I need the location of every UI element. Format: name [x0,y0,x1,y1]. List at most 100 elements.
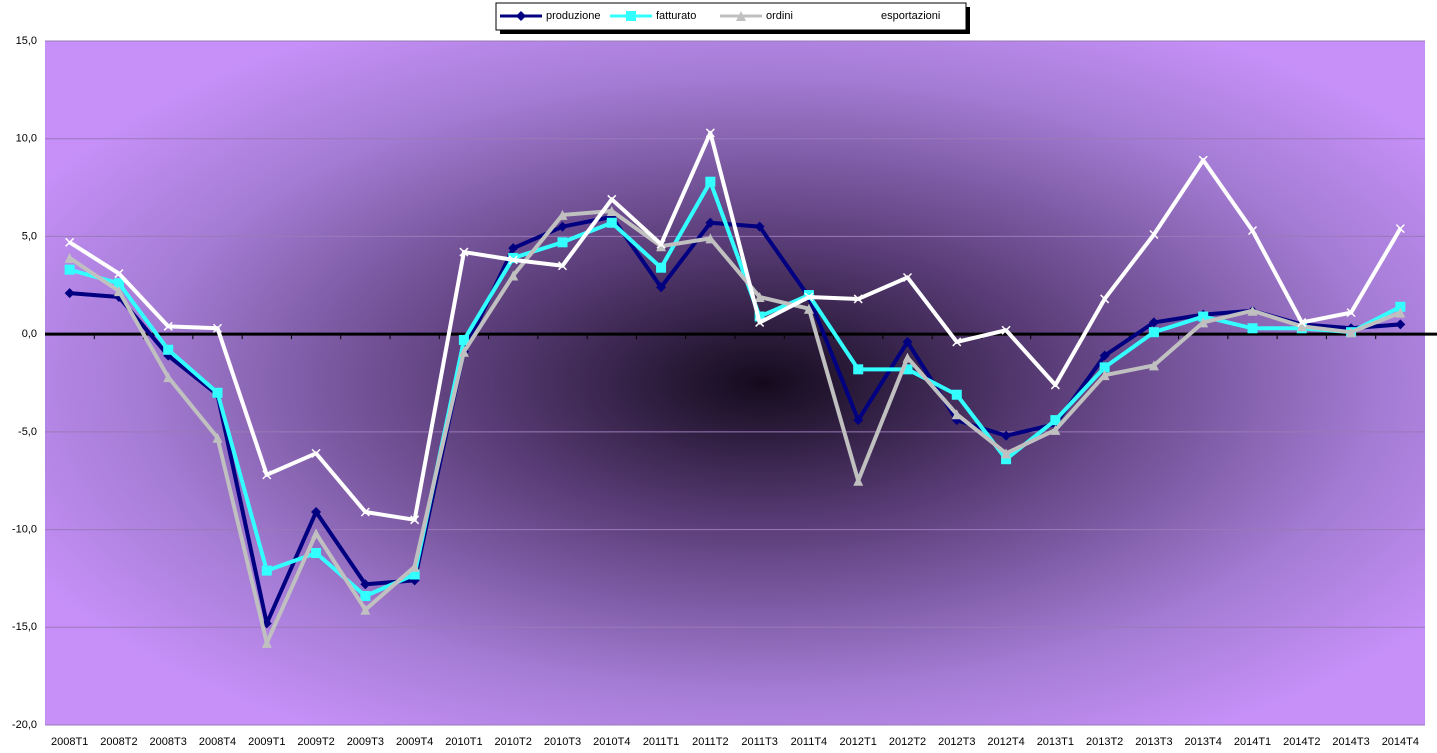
marker [754,221,765,232]
marker [1198,155,1208,165]
x-tick-label: 2008T1 [51,736,88,748]
marker [1099,362,1110,373]
x-tick-label: 2009T1 [248,736,285,748]
marker [163,344,174,355]
marker [1001,454,1012,465]
marker [360,604,371,615]
marker [1148,327,1159,338]
marker [755,317,765,327]
marker [626,11,636,21]
marker [64,252,75,263]
marker [606,217,617,228]
marker [1395,319,1406,330]
marker [1297,317,1307,327]
marker [64,288,75,299]
marker [113,278,124,289]
marker [1001,430,1012,441]
marker [1099,370,1110,381]
x-tick-label: 2008T2 [100,736,137,748]
y-tick-label: 10,0 [16,133,37,145]
marker [902,272,913,282]
marker [951,409,962,420]
marker [1001,448,1012,459]
marker [656,262,667,273]
marker [1296,321,1307,332]
marker [1198,311,1209,322]
marker [1395,224,1405,234]
marker [1346,327,1357,338]
marker [557,209,568,220]
x-tick-label: 2013T3 [1135,736,1172,748]
marker [557,237,568,248]
marker [212,323,223,333]
marker [163,372,174,383]
marker [705,233,716,244]
legend-label: esportazioni [881,10,940,22]
x-tick-label: 2009T3 [347,736,384,748]
marker [1099,350,1110,361]
marker [1149,229,1159,240]
marker [459,247,469,257]
marker [261,637,272,648]
marker [754,292,765,303]
marker [656,282,667,293]
x-tick-label: 2014T3 [1332,736,1369,748]
marker [1148,317,1159,328]
marker [311,548,322,559]
marker [853,364,864,375]
x-tick-label: 2014T2 [1283,736,1320,748]
marker [212,432,223,443]
y-tick-label: -5,0 [18,426,37,438]
marker [311,528,322,539]
y-tick-label: -10,0 [12,523,37,535]
marker [853,415,864,426]
marker [360,579,371,590]
x-tick-label: 2009T4 [396,736,433,748]
series-line [68,209,1402,645]
marker [65,237,75,247]
marker [508,243,519,254]
marker [1247,323,1258,334]
x-tick-label: 2012T4 [987,736,1024,748]
marker [952,337,962,347]
marker [261,565,272,576]
y-tick-label: -15,0 [12,621,37,633]
marker [705,176,716,187]
marker [1050,424,1061,435]
legend-label: fatturato [656,10,696,22]
x-tick-label: 2009T2 [297,736,334,748]
marker [606,206,617,217]
marker [409,561,420,572]
plot-area [45,41,1425,725]
marker [853,475,864,486]
marker [1395,307,1406,318]
marker [851,11,861,21]
marker [902,364,913,375]
x-tick-label: 2008T3 [150,736,187,748]
marker [1198,317,1209,328]
x-tick-label: 2010T3 [544,736,581,748]
x-tick-label: 2013T4 [1185,736,1222,748]
marker [705,217,716,228]
marker [1247,226,1258,236]
marker [902,352,913,363]
marker [607,194,617,204]
x-tick-label: 2013T2 [1086,736,1123,748]
series-line [69,179,1402,599]
marker [458,346,469,357]
marker [113,286,124,297]
marker [64,264,75,275]
x-tick-label: 2010T1 [445,736,482,748]
marker [1050,415,1061,426]
marker [804,292,814,302]
marker [262,470,272,480]
marker [409,569,420,580]
marker [212,387,223,398]
marker [1001,325,1011,335]
marker [656,239,666,249]
marker [311,448,321,458]
x-tick-label: 2012T1 [840,736,877,748]
marker [311,506,322,517]
x-tick-label: 2008T4 [199,736,236,748]
